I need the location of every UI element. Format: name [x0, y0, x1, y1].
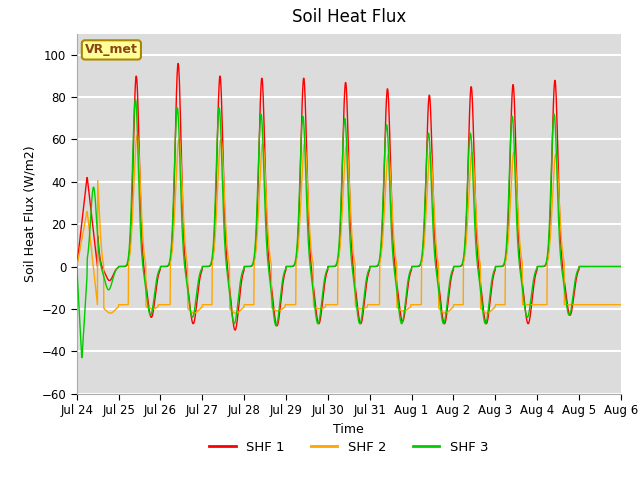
- Title: Soil Heat Flux: Soil Heat Flux: [292, 9, 406, 26]
- Text: VR_met: VR_met: [85, 43, 138, 56]
- X-axis label: Time: Time: [333, 422, 364, 435]
- Y-axis label: Soil Heat Flux (W/m2): Soil Heat Flux (W/m2): [23, 145, 36, 282]
- Legend: SHF 1, SHF 2, SHF 3: SHF 1, SHF 2, SHF 3: [204, 435, 493, 459]
